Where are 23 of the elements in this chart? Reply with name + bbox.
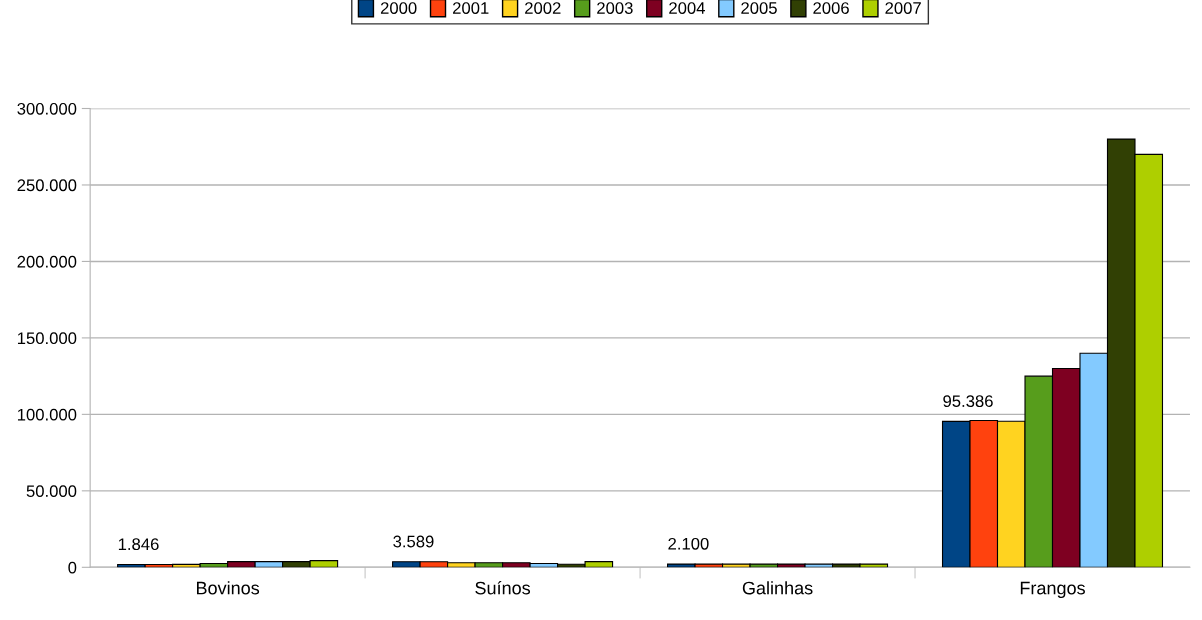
legend-label: 2000 [380, 2, 417, 14]
y-tick-label: 150.000 [17, 332, 77, 345]
legend-label: 2003 [597, 2, 633, 14]
data-label: 1.846 [118, 538, 159, 551]
legend-label: 2007 [885, 2, 921, 14]
x-tick-label: Suínos [475, 580, 531, 595]
x-tick-label: Frangos [1020, 581, 1085, 599]
data-label: 3.589 [393, 535, 434, 548]
legend-label: 2001 [453, 2, 489, 14]
x-tick-label: Bovinos [196, 581, 260, 595]
legend-label: 2005 [741, 2, 777, 14]
data-label: 95.386 [943, 395, 993, 408]
y-tick-label: 50.000 [26, 485, 77, 498]
y-tick-label: 300.000 [17, 102, 77, 115]
y-tick-label: 100.000 [17, 408, 77, 421]
legend-label: 2002 [525, 2, 561, 14]
legend-label: 2006 [813, 2, 849, 14]
y-tick-label: 0 [68, 561, 77, 574]
y-tick-label: 250.000 [17, 179, 77, 192]
y-tick-label: 200.000 [17, 255, 77, 268]
legend-label: 2004 [669, 2, 705, 14]
x-tick-label: Galinhas [742, 581, 813, 595]
data-label: 2.100 [668, 537, 709, 550]
